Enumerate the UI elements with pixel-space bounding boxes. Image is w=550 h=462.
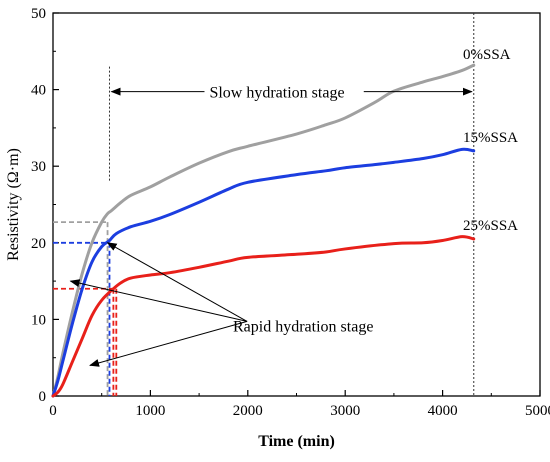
y-tick-label: 40	[31, 83, 46, 99]
rapid-stage-arrow-1	[69, 279, 248, 322]
plot-frame	[52, 12, 541, 397]
x-tick-label: 4000	[428, 403, 458, 419]
series-label: 0%SSA	[463, 47, 511, 63]
y-tick-label: 0	[39, 389, 47, 405]
slow-hydration-label: Slow hydration stage	[209, 85, 344, 102]
series-label: 15%SSA	[463, 130, 518, 146]
x-tick-label: 1000	[135, 403, 165, 419]
series-line-15pct-ssa	[51, 147, 476, 398]
series-line-25pct-ssa	[51, 235, 476, 398]
y-tick-label: 50	[31, 6, 46, 22]
x-tick-label: 2000	[233, 403, 263, 419]
y-tick-label: 10	[31, 312, 46, 328]
rapid-hydration-label: Rapid hydration stage	[233, 318, 373, 335]
y-tick-label: 30	[31, 159, 46, 175]
x-tick-label: 3000	[330, 403, 360, 419]
y-axis-title: Resistivity (Ω·m)	[5, 148, 22, 261]
y-tick-label: 20	[31, 236, 46, 252]
rapid-stage-arrow-2	[89, 320, 248, 367]
x-tick-label: 0	[49, 403, 57, 419]
x-axis-title: Time (min)	[258, 433, 335, 450]
series-label: 25%SSA	[463, 218, 518, 234]
rapid-stage-arrow-0	[106, 242, 248, 322]
